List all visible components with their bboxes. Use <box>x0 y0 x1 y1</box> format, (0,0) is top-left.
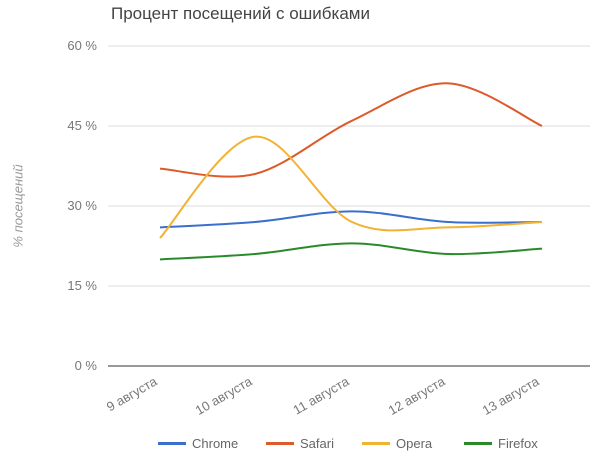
x-tick-label: 11 августа <box>290 373 352 417</box>
x-tick-label: 13 августа <box>480 373 543 418</box>
legend-item-opera[interactable]: Opera <box>362 436 432 451</box>
legend-label-firefox: Firefox <box>498 436 538 451</box>
x-tick-label: 10 августа <box>193 373 256 418</box>
legend-swatch-safari <box>266 442 294 445</box>
series-line-opera[interactable] <box>159 135 543 239</box>
y-tick-label: 15 % <box>67 278 97 293</box>
y-tick-label: 45 % <box>67 118 97 133</box>
legend-item-chrome[interactable]: Chrome <box>158 436 238 451</box>
series-line-safari[interactable] <box>159 82 543 178</box>
legend-label-chrome: Chrome <box>192 436 239 451</box>
legend-label-safari: Safari <box>300 436 334 451</box>
y-tick-label: 30 % <box>67 198 97 213</box>
x-tick-label: 9 августа <box>104 373 160 414</box>
y-tick-label: 0 % <box>75 358 98 373</box>
legend-item-safari[interactable]: Safari <box>266 436 334 451</box>
legend-swatch-opera <box>362 442 390 445</box>
legend-item-firefox[interactable]: Firefox <box>464 436 538 451</box>
legend-swatch-chrome <box>158 442 186 445</box>
series-line-chrome[interactable] <box>159 210 543 229</box>
y-tick-label: 60 % <box>67 38 97 53</box>
legend-label-opera: Opera <box>396 436 433 451</box>
x-tick-label: 12 августа <box>386 373 449 418</box>
series-line-firefox[interactable] <box>159 242 543 261</box>
legend-swatch-firefox <box>464 442 492 445</box>
legend: Chrome Safari Opera Firefox <box>0 436 598 456</box>
chart-title: Процент посещений с ошибками <box>111 4 370 23</box>
